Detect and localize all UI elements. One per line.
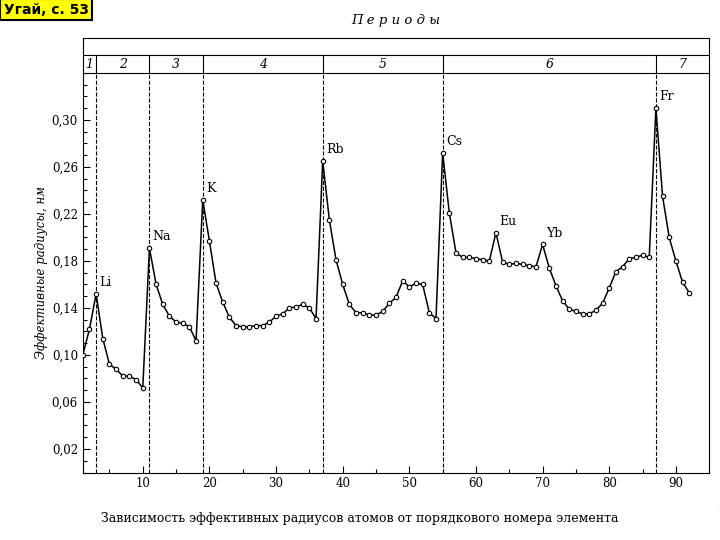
Text: Li: Li — [99, 276, 112, 289]
Text: K: K — [206, 182, 215, 195]
Text: 7: 7 — [678, 58, 687, 71]
Text: 1: 1 — [86, 58, 94, 71]
Text: Yb: Yb — [546, 227, 562, 240]
Text: Угай, с. 53: Угай, с. 53 — [4, 3, 89, 17]
Y-axis label: Эффективные радиусы, нм: Эффективные радиусы, нм — [35, 186, 48, 359]
Text: 2: 2 — [119, 58, 127, 71]
Text: 5: 5 — [379, 58, 387, 71]
Text: 6: 6 — [545, 58, 553, 71]
Text: Na: Na — [153, 231, 171, 244]
Text: Cs: Cs — [446, 135, 462, 148]
Text: Z: Z — [719, 499, 720, 512]
Text: Rb: Rb — [326, 143, 343, 157]
Text: Fr: Fr — [660, 91, 674, 104]
Text: 3: 3 — [172, 58, 180, 71]
Text: П е р и о д ы: П е р и о д ы — [351, 14, 441, 27]
Text: Eu: Eu — [499, 215, 516, 228]
Text: Зависимость эффективных радиусов атомов от порядкового номера элемента: Зависимость эффективных радиусов атомов … — [102, 512, 618, 525]
Text: 4: 4 — [258, 58, 266, 71]
